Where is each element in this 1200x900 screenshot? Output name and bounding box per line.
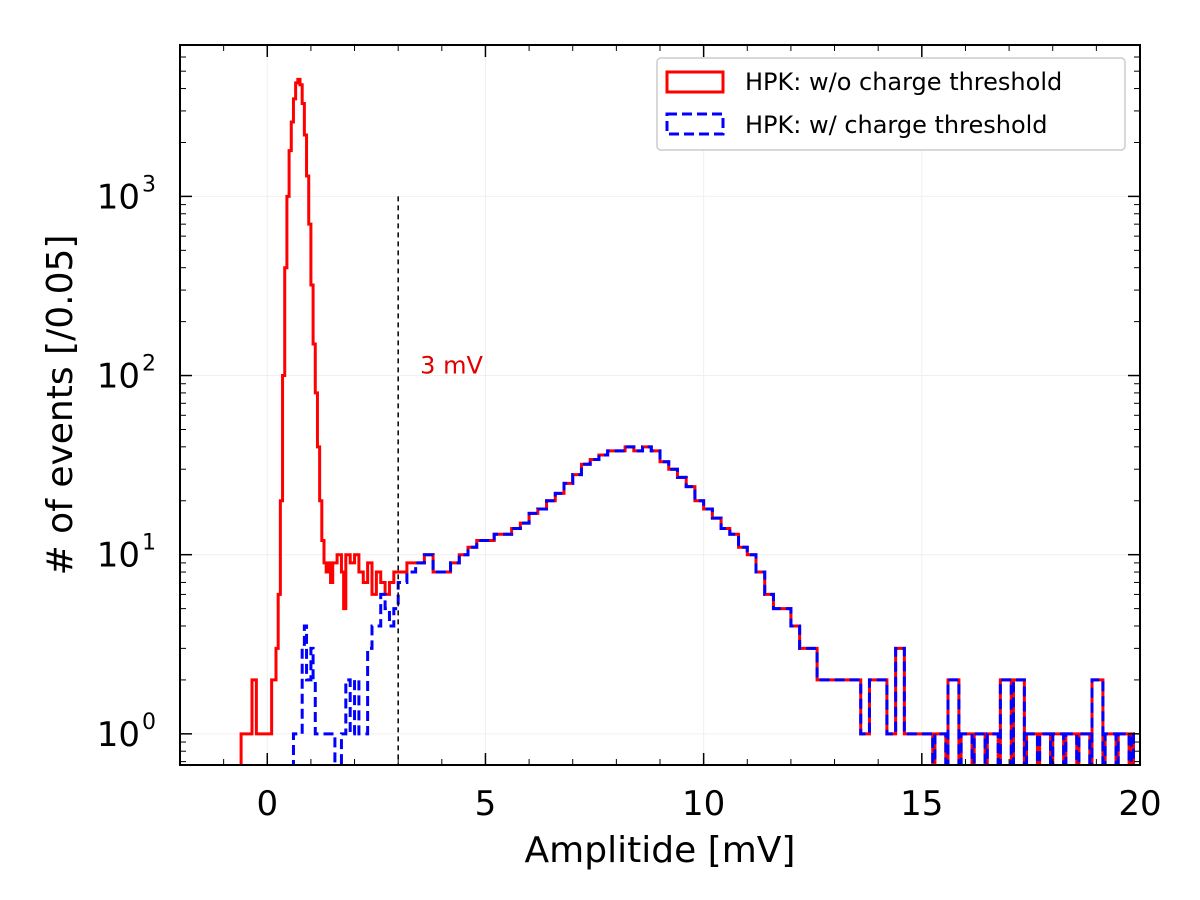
x-axis-title: Amplitide [mV] <box>525 830 796 871</box>
legend: HPK: w/o charge threshold HPK: w/ charge… <box>656 57 1126 151</box>
legend-swatch-without-threshold <box>665 70 725 94</box>
grid <box>180 45 1141 765</box>
plot-frame <box>179 44 1141 766</box>
series-layer <box>239 77 1135 765</box>
y-tick-label-exponent: 3 <box>142 172 156 197</box>
x-tick-label: 5 <box>475 784 497 824</box>
y-tick-label-base: 10 <box>97 536 140 576</box>
y-tick-label-base: 10 <box>97 357 140 397</box>
y-tick-label-base: 10 <box>97 177 140 217</box>
x-tick-label: 10 <box>682 784 725 824</box>
legend-box <box>656 57 1126 151</box>
series-with-threshold <box>291 445 1135 765</box>
y-tick-label-base: 10 <box>97 715 140 755</box>
legend-label-with-threshold: HPK: w/ charge threshold <box>745 111 1048 139</box>
y-tick-label-exponent: 1 <box>142 531 156 556</box>
threshold: 3 mV <box>397 196 483 765</box>
legend-swatch-with-threshold <box>665 112 725 136</box>
series-without-threshold <box>239 77 1135 765</box>
y-tick-label-exponent: 0 <box>142 710 156 735</box>
y-tick-label-exponent: 2 <box>142 352 156 377</box>
x-tick-label: 20 <box>1118 784 1161 824</box>
x-tick-label: 0 <box>256 784 278 824</box>
legend-label-without-threshold: HPK: w/o charge threshold <box>745 68 1062 96</box>
y-axis-title: # of events [/0.05] <box>40 235 81 576</box>
x-tick-label: 15 <box>900 784 943 824</box>
threshold-label: 3 mV <box>420 352 483 380</box>
